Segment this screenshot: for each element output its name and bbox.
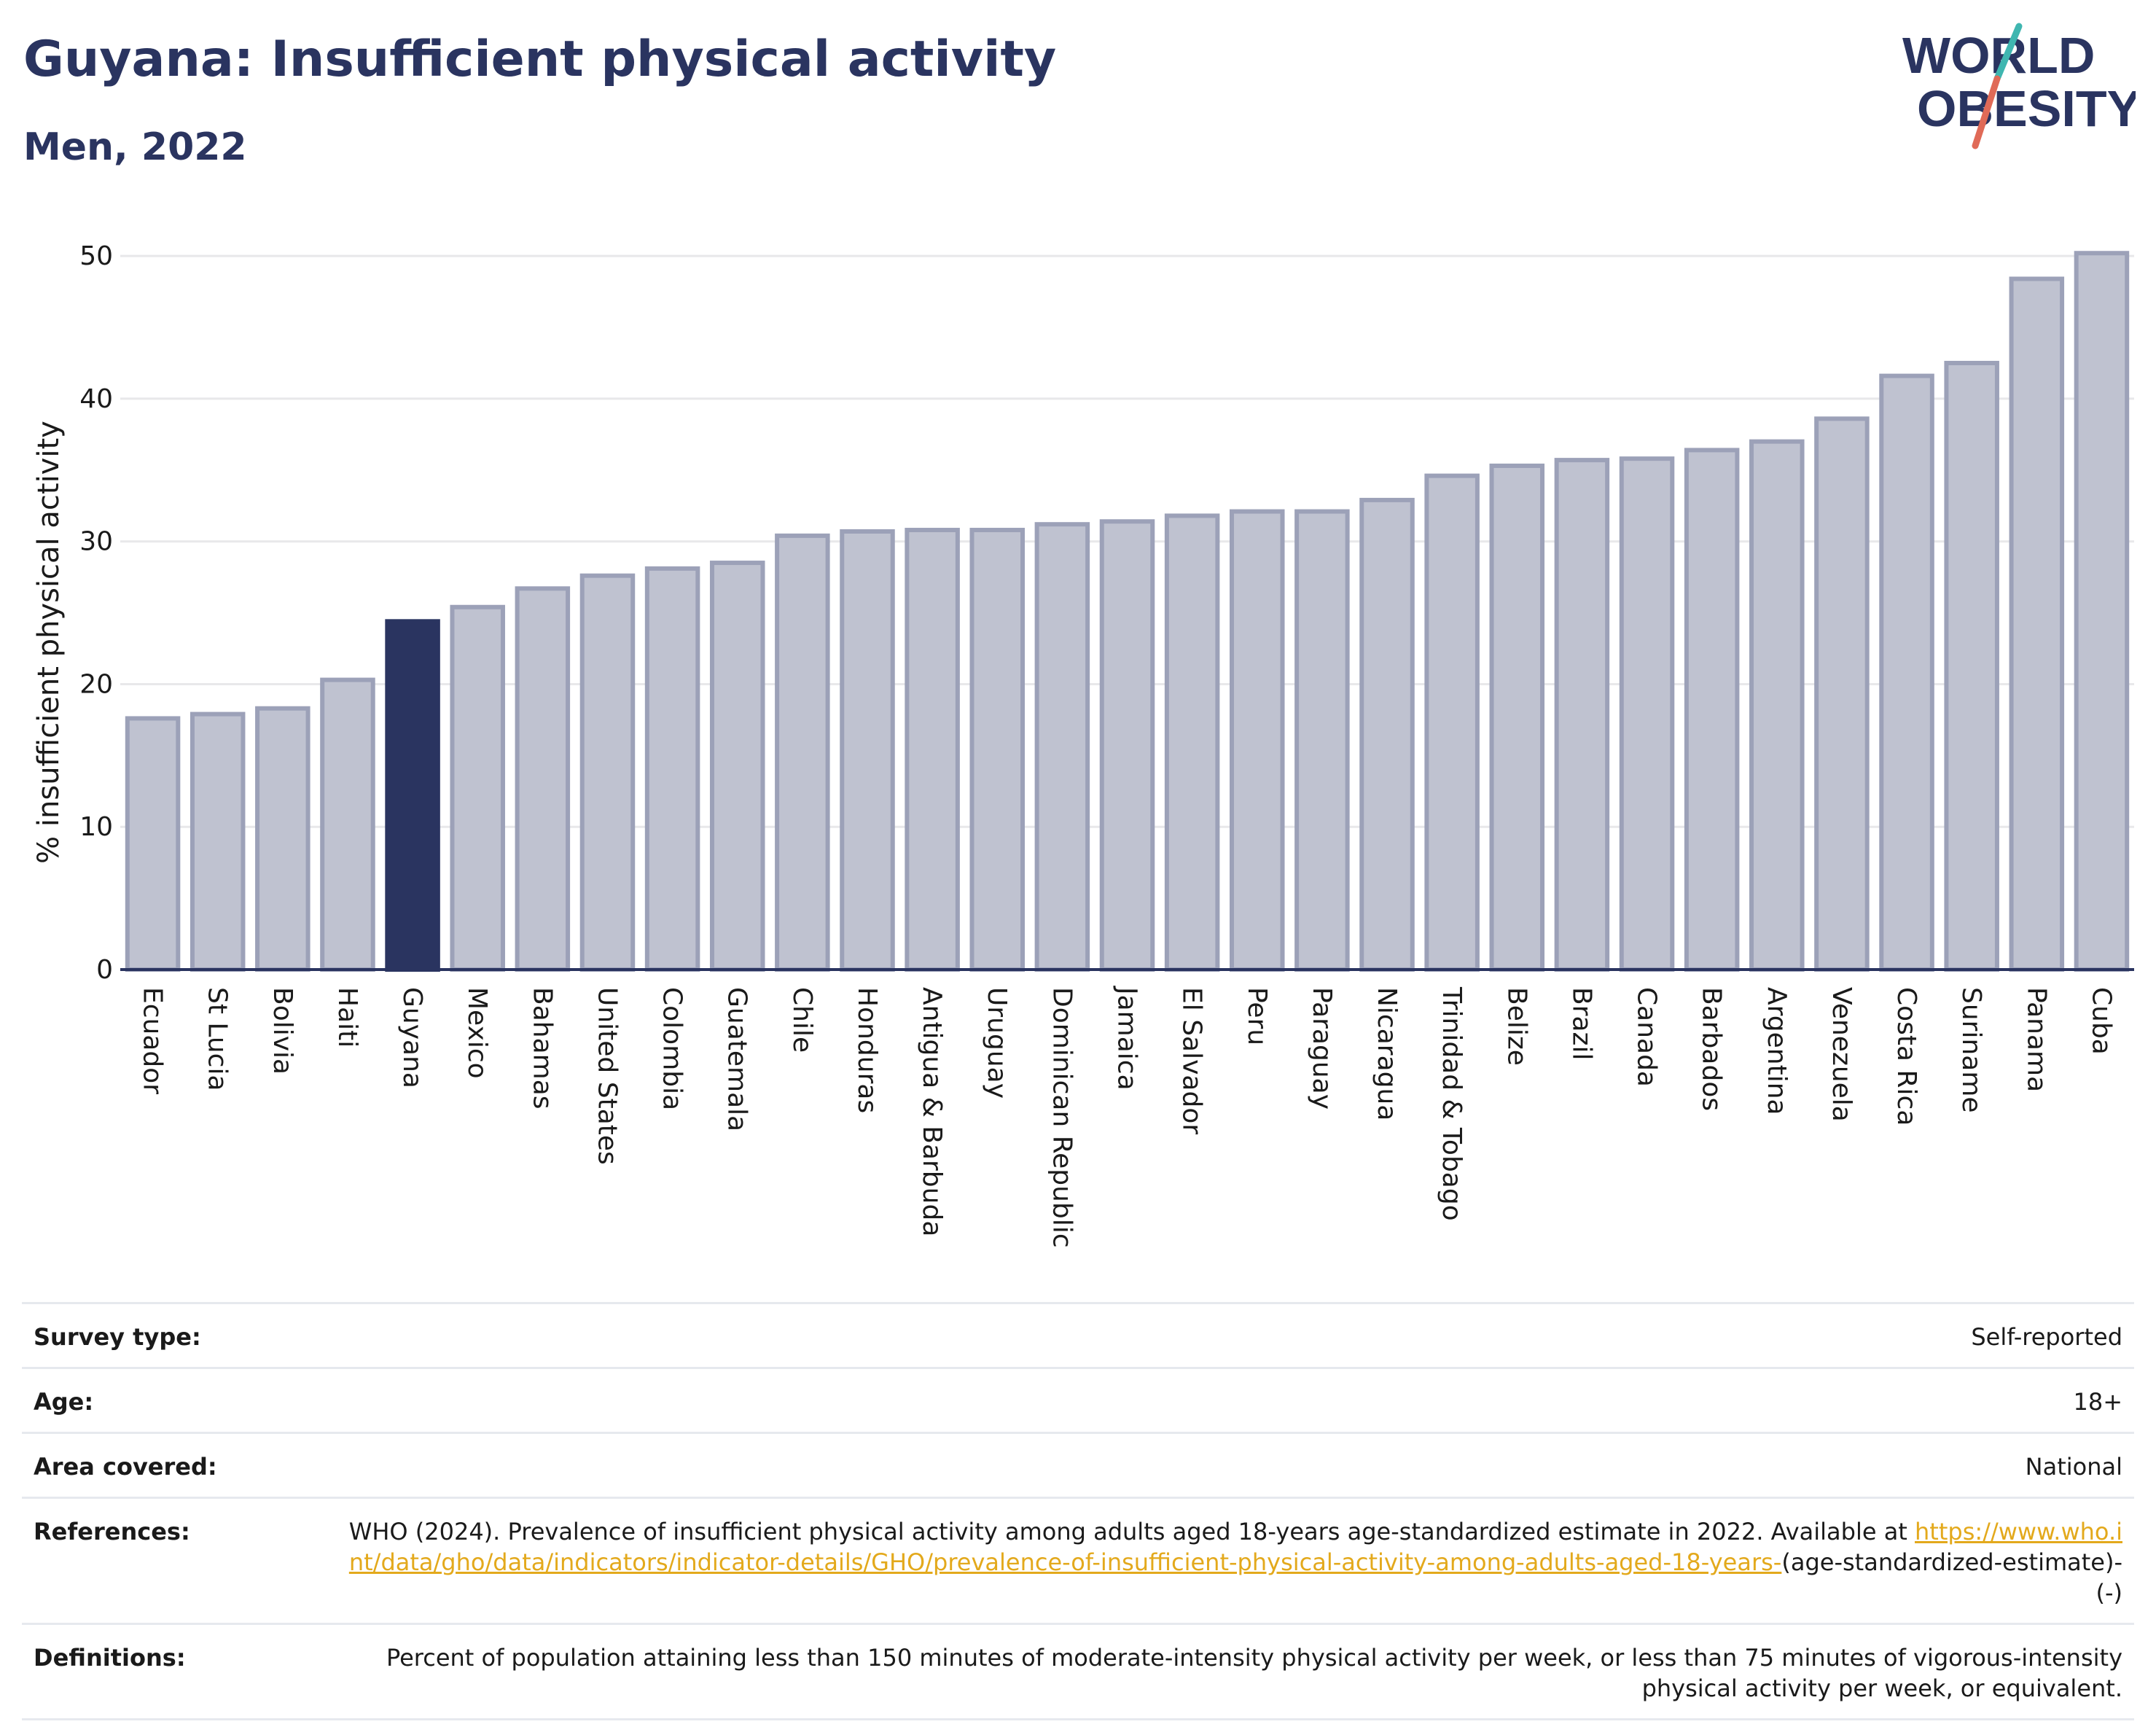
logo-slash-teal [1993,23,2023,82]
bar-chart: 0 10 20 30 40 50 % insufficient physical activ… [32,241,2134,1248]
y-tick-label: 40 [79,384,113,414]
x-tick-label: Paraguay [1307,987,1337,1110]
x-tick-label: Suriname [1956,987,1986,1113]
bar-brazil [1554,458,1610,972]
x-tick-label: Honduras [852,987,882,1113]
bar-cuba [2074,251,2130,972]
x-tick-label: El Salvador [1177,987,1207,1134]
x-tick-label: Bolivia [267,987,297,1075]
bar-united-states [579,573,636,972]
meta-row-definitions: Definitions: Percent of population attai… [22,1623,2134,1720]
x-tick-label: Guyana [397,987,427,1088]
definitions-label: Definitions: [34,1644,186,1672]
meta-row-survey-type: Survey type: Self-reported [22,1302,2134,1367]
x-tick-label: Bahamas [527,987,557,1110]
x-tick-label: United States [592,987,622,1165]
area-covered-value: National [2025,1453,2122,1481]
x-tick-label: St Lucia [203,987,233,1091]
y-tick-label: 20 [79,669,113,699]
x-tick-label: Canada [1632,987,1662,1087]
x-tick-label: Haiti [332,987,362,1048]
x-tick-label: Belize [1501,987,1531,1066]
x-tick-label: Chile [787,987,817,1053]
y-tick-label: 10 [79,812,113,842]
references-label: References: [34,1518,190,1545]
bar-venezuela [1814,416,1870,972]
bar-trinidad-tobago [1424,473,1480,972]
x-tick-label: Panama [2021,987,2051,1092]
references-suffix: (age-standardized-estimate)-(-) [1781,1548,2122,1607]
x-tick-label: Argentina [1762,987,1792,1115]
x-tick-label: Peru [1242,987,1272,1045]
y-tick-label: 30 [79,527,113,557]
bar-dominican-republic [1034,522,1090,972]
x-tick-label: Barbados [1697,987,1727,1111]
x-tick-label: Jamaica [1112,986,1142,1091]
references-link[interactable]: https://www.who.int/data/gho/data/indica… [348,1518,2122,1576]
bar-belize [1489,463,1545,972]
x-tick-label: Uruguay [982,987,1012,1099]
definitions-value: Percent of population attaining less tha… [386,1644,2122,1702]
y-tick-label: 0 [96,955,113,985]
bar-bolivia [255,706,310,972]
meta-row-age: Age: 18+ [22,1367,2134,1432]
bar-guyana [385,619,440,972]
x-tick-label: Nicaragua [1372,987,1402,1120]
chart-title: Guyana: Insufficient physical activity [23,31,1057,88]
y-tick-label: 50 [79,241,113,271]
bar-paraguay [1294,509,1350,972]
x-tick-label: Antigua & Barbuda [917,987,947,1236]
bar-nicaragua [1359,497,1415,972]
x-tick-label: Guatemala [722,987,752,1131]
meta-row-area: Area covered: National [22,1432,2134,1497]
bar-suriname [1944,360,1999,972]
chart-subtitle: Men, 2022 [23,125,247,169]
bar-peru [1229,509,1285,972]
bar-haiti [320,677,375,972]
age-label: Age: [34,1388,94,1416]
logo-slash-coral [1972,75,2001,149]
x-tick-label: Cuba [2086,987,2116,1055]
bar-jamaica [1099,519,1155,972]
bar-panama [2009,276,2065,972]
bar-canada [1619,456,1675,972]
survey-type-label: Survey type: [34,1323,201,1351]
metadata-table: Survey type: Self-reported Age: 18+ Area… [22,1302,2134,1720]
bar-uruguay [969,528,1026,972]
x-tick-label: Trinidad & Tobago [1437,986,1466,1221]
age-value: 18+ [2073,1388,2122,1416]
bar-argentina [1749,439,1805,972]
bar-ecuador [125,716,181,972]
bar-st-lucia [190,711,246,972]
bar-honduras [840,529,895,972]
world-obesity-logo: WORLD OBESITY [1902,23,2136,149]
bar-bahamas [515,586,571,972]
bar-colombia [644,566,700,972]
x-tick-label: Venezuela [1827,987,1856,1122]
y-axis-title: % insufficient physical activity [32,421,66,864]
survey-type-value: Self-reported [1971,1323,2122,1351]
x-tick-label: Mexico [462,987,492,1079]
bar-costa-rica [1879,373,1934,972]
logo-line-obesity: OBESITY [1917,80,2136,137]
area-covered-label: Area covered: [34,1453,217,1481]
x-tick-label: Ecuador [138,987,168,1094]
bar-antigua-barbuda [905,528,960,972]
meta-row-references: References: WHO (2024). Prevalence of in… [22,1497,2134,1623]
bar-guatemala [709,561,765,972]
references-text: WHO (2024). Prevalence of insufficient p… [348,1518,1907,1545]
references-value: WHO (2024). Prevalence of insufficient p… [340,1516,2122,1608]
x-tick-label: Costa Rica [1891,987,1921,1126]
bar-barbados [1684,448,1740,972]
x-tick-label: Colombia [657,987,687,1110]
bar-mexico [450,604,505,972]
x-tick-label: Dominican Republic [1047,987,1077,1248]
bar-el-salvador [1164,513,1220,972]
bar-chile [775,533,830,972]
x-tick-label: Brazil [1566,987,1596,1060]
